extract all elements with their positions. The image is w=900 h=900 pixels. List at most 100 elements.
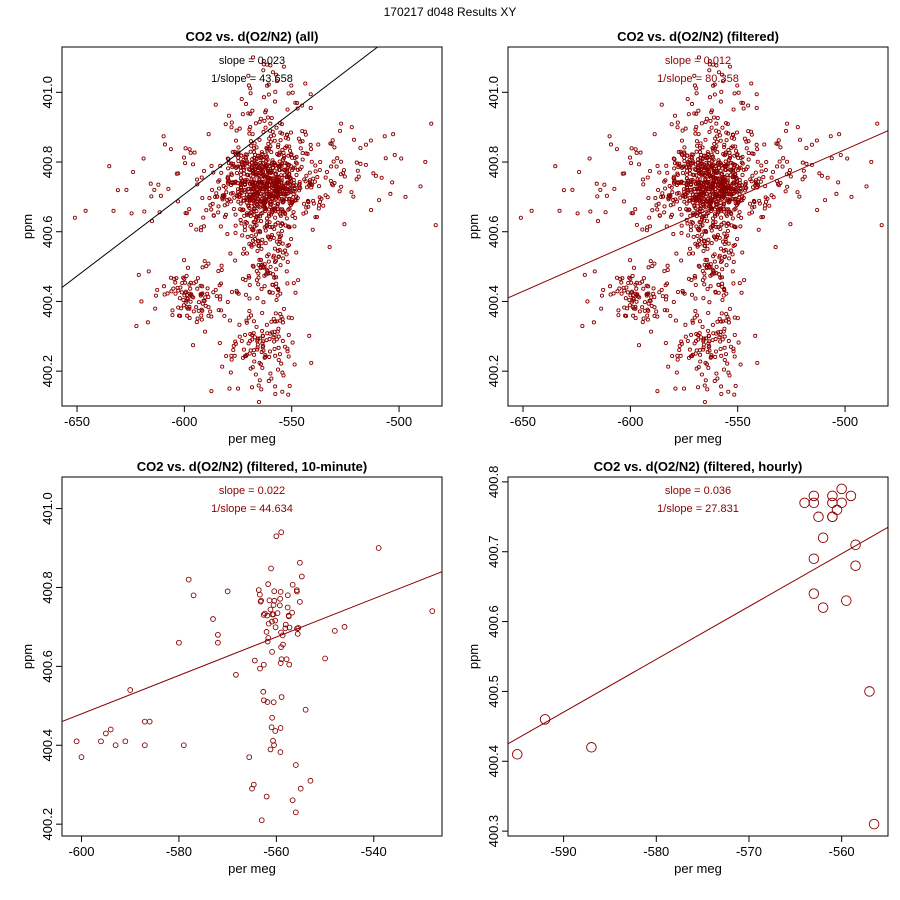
- data-point: [98, 738, 104, 745]
- data-point: [730, 216, 735, 221]
- data-point: [316, 142, 321, 147]
- data-point: [266, 212, 272, 217]
- data-point: [722, 254, 727, 260]
- data-point: [684, 168, 690, 173]
- data-point: [266, 259, 271, 264]
- data-point: [706, 365, 711, 370]
- data-point: [196, 308, 201, 313]
- data-point: [199, 175, 204, 180]
- data-point: [247, 205, 252, 211]
- data-point: [713, 220, 718, 225]
- data-point: [705, 387, 710, 392]
- data-point: [713, 337, 718, 342]
- data-point: [261, 95, 267, 100]
- data-point: [630, 273, 635, 278]
- inverse-slope-label: 1/slope = 80.358: [657, 73, 739, 85]
- data-point: [629, 211, 634, 216]
- data-point: [156, 182, 161, 187]
- data-point: [268, 134, 273, 139]
- data-point: [629, 300, 634, 305]
- data-point: [702, 229, 707, 234]
- data-point: [729, 212, 734, 217]
- data-point: [728, 187, 733, 192]
- data-point: [685, 161, 690, 166]
- fit-line: [62, 571, 442, 723]
- data-point: [724, 212, 729, 217]
- data-point: [705, 350, 710, 355]
- data-point: [611, 291, 616, 296]
- data-point: [664, 163, 669, 168]
- data-point: [539, 714, 551, 725]
- data-point: [250, 781, 257, 788]
- data-point: [277, 595, 283, 602]
- data-point: [242, 182, 247, 187]
- data-point: [742, 136, 747, 141]
- data-point: [124, 187, 129, 192]
- data-point: [277, 237, 282, 242]
- data-point: [267, 220, 272, 225]
- data-point: [668, 214, 673, 219]
- data-point: [265, 83, 270, 88]
- data-point: [616, 308, 621, 313]
- data-point: [289, 200, 294, 205]
- data-point: [231, 163, 236, 168]
- data-point: [707, 58, 712, 64]
- data-point: [240, 112, 245, 117]
- data-point: [620, 276, 625, 281]
- data-point: [174, 276, 179, 281]
- data-point: [72, 215, 77, 220]
- data-point: [261, 697, 267, 704]
- data-point: [373, 173, 378, 178]
- data-point: [774, 141, 779, 146]
- data-point: [248, 86, 253, 91]
- data-point: [637, 295, 642, 300]
- data-point: [724, 223, 729, 228]
- data-point: [679, 138, 685, 143]
- data-point: [260, 661, 267, 668]
- data-point: [225, 156, 230, 161]
- data-point: [595, 194, 600, 199]
- data-point: [278, 207, 283, 212]
- data-point: [278, 263, 283, 268]
- data-point: [162, 142, 168, 147]
- data-point: [714, 331, 719, 336]
- data-point: [717, 186, 722, 191]
- data-point: [722, 241, 727, 247]
- data-point: [739, 183, 744, 188]
- data-point: [264, 267, 269, 272]
- data-point: [107, 726, 114, 733]
- data-point: [244, 320, 249, 325]
- data-point: [669, 122, 674, 127]
- x-tick-label: -500: [386, 414, 412, 429]
- data-point: [672, 166, 677, 171]
- data-point: [720, 267, 725, 272]
- data-point: [713, 289, 718, 294]
- data-point: [318, 159, 323, 165]
- data-point: [754, 142, 759, 147]
- data-point: [141, 156, 146, 161]
- data-point: [283, 160, 288, 165]
- data-point: [267, 289, 272, 294]
- x-tick-label: -600: [617, 414, 643, 429]
- y-tick-label: 400.8: [486, 466, 501, 499]
- data-point: [269, 648, 275, 655]
- data-point: [175, 199, 181, 204]
- data-point: [285, 107, 290, 112]
- data-point: [270, 165, 275, 170]
- data-point: [209, 389, 214, 394]
- data-point: [429, 608, 436, 614]
- data-point: [351, 194, 356, 199]
- data-point: [233, 258, 238, 263]
- data-point: [700, 161, 705, 166]
- data-point: [355, 168, 360, 173]
- data-point: [281, 197, 286, 202]
- data-point: [267, 207, 272, 212]
- y-tick-label: 400.8: [40, 146, 55, 179]
- data-point: [254, 209, 259, 214]
- x-tick-label: -560: [263, 844, 289, 859]
- data-point: [575, 211, 580, 216]
- data-point: [727, 64, 732, 69]
- data-point: [582, 272, 587, 277]
- data-point: [741, 167, 746, 172]
- data-point: [282, 187, 287, 192]
